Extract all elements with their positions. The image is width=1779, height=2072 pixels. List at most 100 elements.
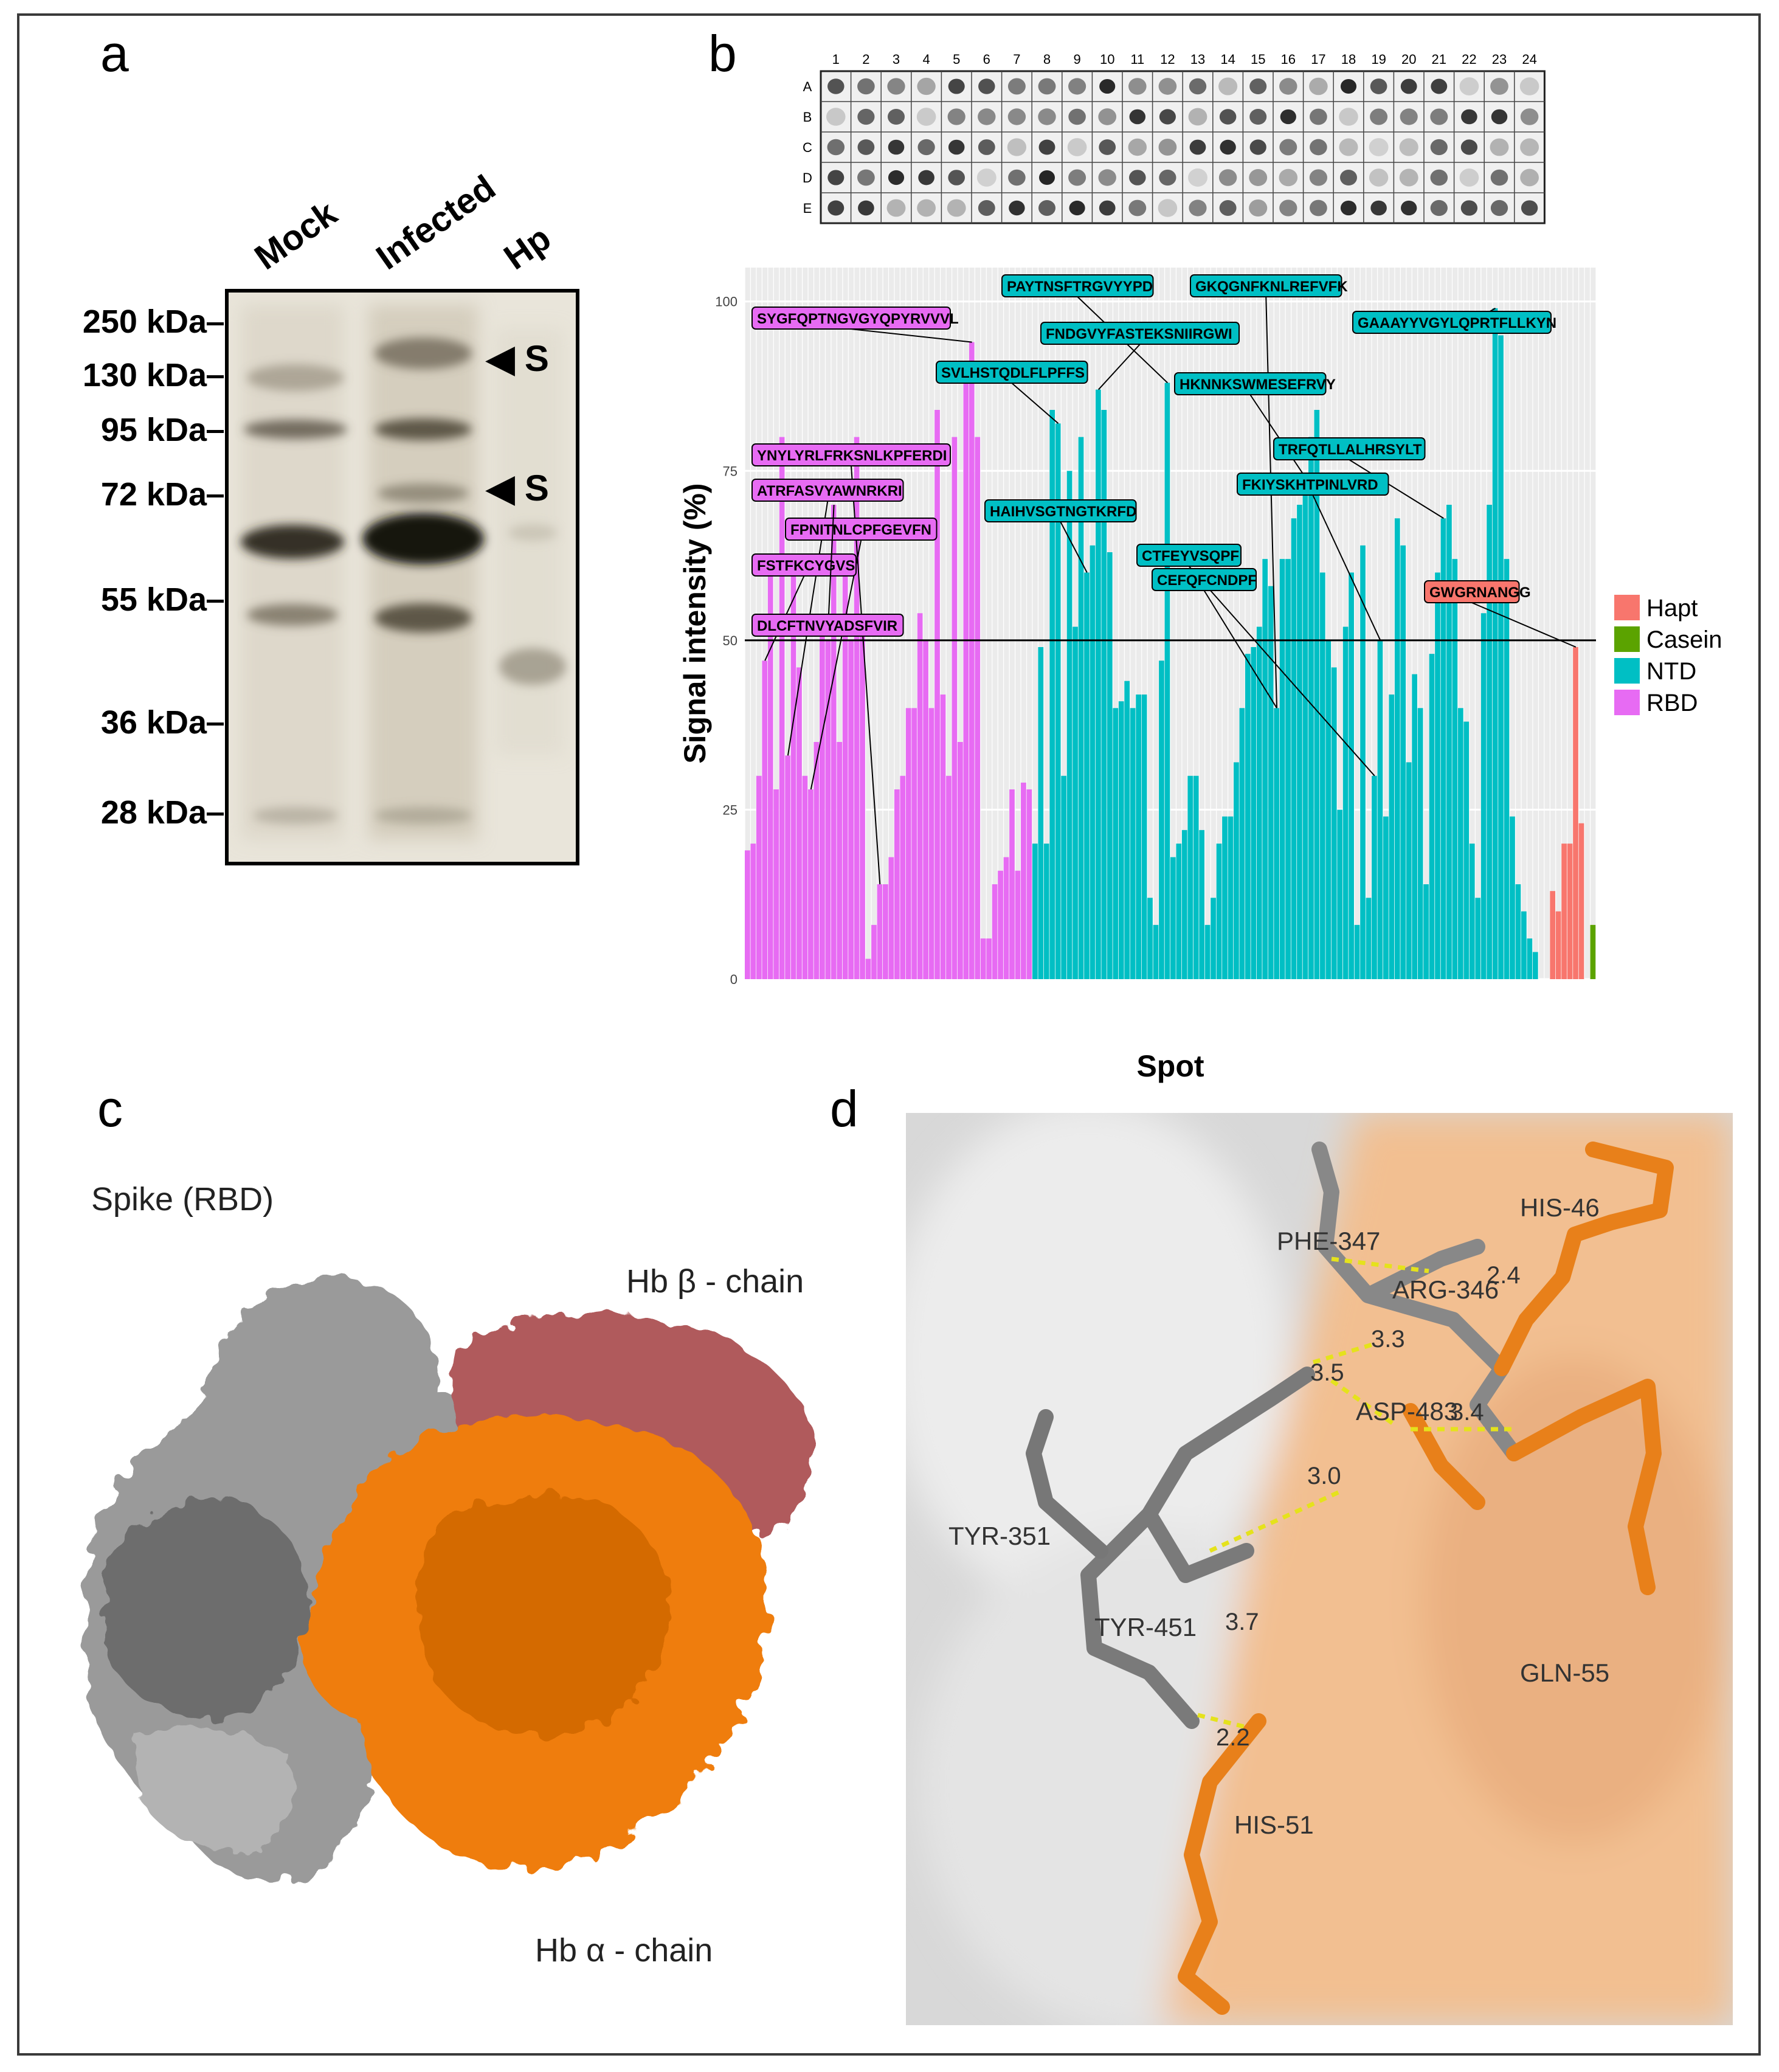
bar-ntd [1239,708,1245,979]
bar-ntd [1331,667,1337,979]
distance-label: 3.7 [1225,1609,1259,1635]
annotation-box [1152,568,1257,591]
array-spot [1038,78,1056,95]
bar-ntd [1354,924,1360,979]
annotation-leader [1203,590,1277,709]
bar-rbd [842,572,848,979]
array-spot [1430,108,1448,125]
bar-rbd [860,626,865,979]
bar-ntd [1216,844,1222,979]
bar-ntd [1297,505,1302,979]
array-spot [1038,108,1056,125]
array-spot [1430,199,1448,217]
array-spot [1158,139,1177,156]
bar-rbd [790,572,796,979]
bar-ntd [1159,660,1164,979]
array-col-label: 4 [922,52,930,67]
marker-tick [207,722,224,726]
array-row-label: B [803,109,812,125]
bar-rbd [940,695,946,979]
array-col-label: 10 [1100,52,1114,67]
bar-ntd [1274,708,1279,979]
array-spot [1369,138,1389,156]
bar-rbd [894,789,900,979]
annotation-box [751,614,904,637]
array-spot [1249,139,1266,155]
bar-rbd [900,775,906,979]
bar-ntd [1130,708,1136,979]
array-spot [1159,169,1176,186]
bar-ntd [1124,681,1130,979]
bar-rbd [1021,782,1026,979]
annotation-box [751,307,951,330]
annotation-label: CEFQFCNDPF [1157,572,1257,589]
array-spot [1279,139,1297,156]
marker-130: 130 kDa [82,357,207,393]
bar-ntd [1141,695,1147,979]
marker-tick [207,600,224,603]
x-axis-label: Spot [1136,1049,1204,1083]
annotation-leader [1471,602,1577,648]
array-spot [1431,78,1448,94]
array-col-label: 2 [862,52,869,67]
array-spot [1129,170,1146,185]
array-spot [1339,138,1358,156]
bar-ntd [1452,559,1458,979]
bar-ntd [1193,775,1199,979]
bar-rbd [986,938,992,979]
bar-ntd [1101,410,1107,979]
array-spot [1068,108,1086,125]
bar-ntd [1228,816,1234,979]
bar-rbd [808,789,814,979]
bar-rbd [992,884,998,979]
label-spike-rbd: Spike (RBD) [91,1186,274,1218]
bar-rbd [854,437,860,979]
array-spot [1310,108,1327,125]
array-spot [827,139,845,156]
array-spot [1218,77,1238,95]
array-spot [1068,169,1086,186]
array-col-label: 5 [953,52,960,67]
array-spot [1128,78,1147,95]
array-spot [1400,108,1418,125]
array-spot [1490,169,1508,186]
bar-rbd [767,559,773,979]
bar-rbd [934,410,940,979]
array-row-label: D [803,170,812,185]
annotation-leader [1060,521,1088,573]
array-spot [1490,138,1509,156]
bar-ntd [1118,701,1124,979]
array-spot [1218,169,1237,186]
array-spot [1220,139,1236,155]
bar-ntd [1457,708,1463,979]
signal-intensity-chart: 0 25 50 75 100 Spot Signal intensity (%) SYGFQP… [678,268,1597,1083]
array-spot [1067,138,1087,156]
array-spot [1490,199,1508,217]
bar-ntd [1314,410,1320,979]
protein-surface-rendering: Spike (RBD) Hb β - chain Hb α - chain [83,1186,812,1969]
y-tick-label: 100 [715,294,738,310]
residue-asp-483: ASP-483 [1356,1397,1458,1426]
array-col-label: 17 [1311,52,1325,67]
array-spot [826,108,846,126]
annotation-box [984,499,1137,522]
array-spot [978,200,995,216]
array-col-label: 20 [1401,52,1416,67]
array-spot [1459,77,1479,95]
bar-ntd [1234,762,1239,979]
array-col-label: 16 [1281,52,1296,67]
array-spot [1460,139,1478,155]
bar-rbd [923,640,928,979]
array-spot [1098,108,1117,125]
array-spot [1370,78,1387,94]
array-spot [1098,169,1116,186]
residue-arg-346: ARG-346 [1392,1275,1499,1304]
bar-ntd [1164,383,1170,979]
bar-ntd [1423,884,1429,979]
bar-ntd [1061,775,1066,979]
array-spot [887,108,905,125]
annotation-label: GAAAYYVGYLQPRTFLLKYN [1358,315,1556,331]
bar-ntd [1147,898,1153,979]
bar-ntd [1176,844,1182,979]
bar-ntd [1279,559,1285,979]
